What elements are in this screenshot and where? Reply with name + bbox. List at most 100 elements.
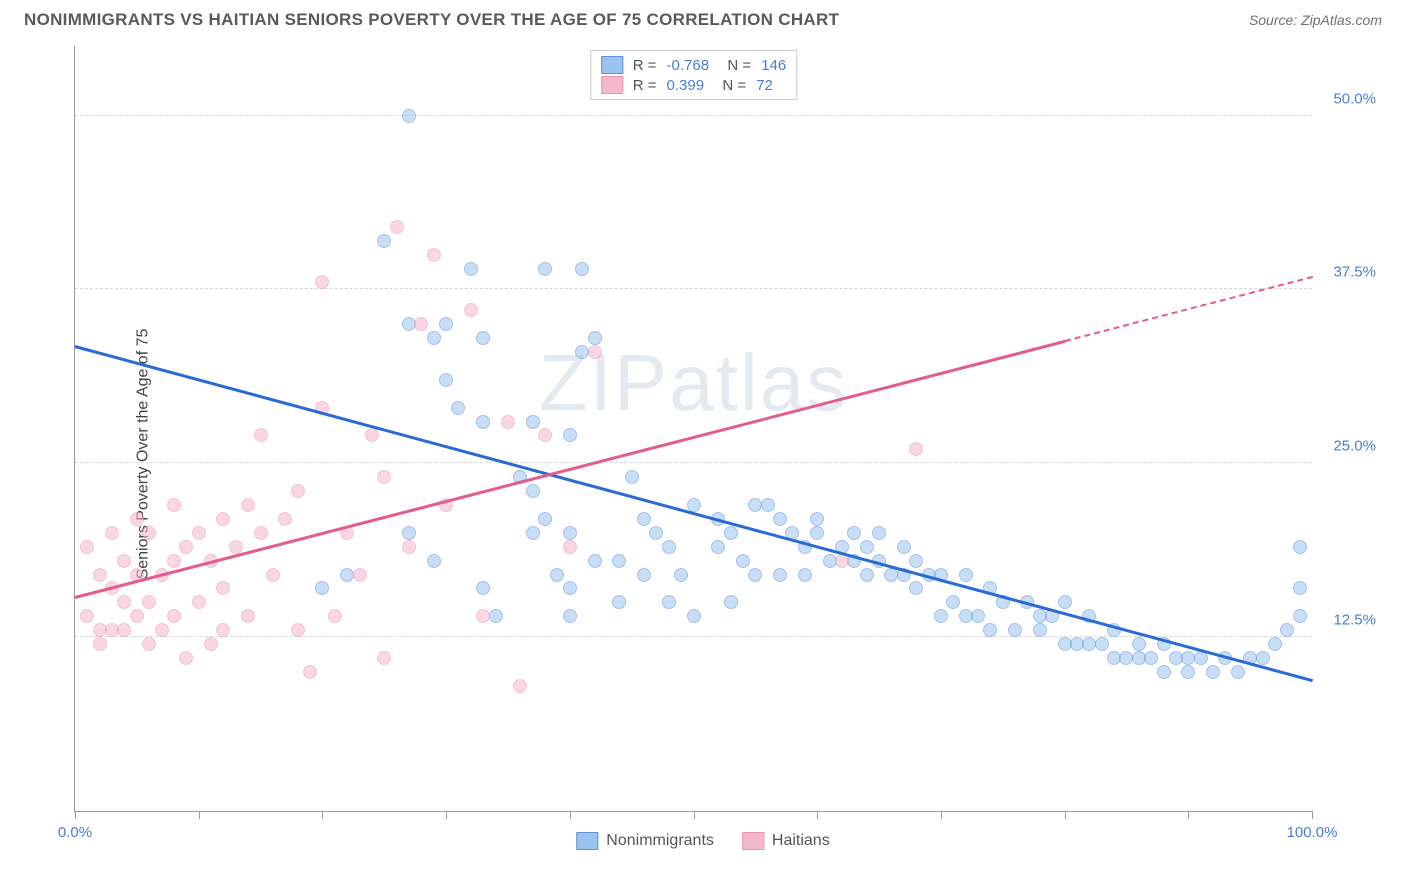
data-point (266, 568, 280, 582)
stat-r-label: R = (633, 57, 657, 74)
data-point (476, 609, 490, 623)
data-point (526, 526, 540, 540)
data-point (909, 554, 923, 568)
data-point (464, 303, 478, 317)
data-point (934, 609, 948, 623)
data-point (117, 595, 131, 609)
data-point (810, 512, 824, 526)
x-tick (322, 811, 323, 819)
stat-row: R = 0.399 N = 72 (601, 75, 786, 95)
correlation-stat-box: R = -0.768 N = 146R = 0.399 N = 72 (590, 50, 797, 100)
trend-line-dashed (1065, 276, 1313, 342)
data-point (897, 540, 911, 554)
legend: NonimmigrantsHaitians (576, 832, 829, 850)
data-point (612, 595, 626, 609)
legend-label: Nonimmigrants (606, 832, 714, 850)
data-point (724, 526, 738, 540)
data-point (588, 554, 602, 568)
data-point (315, 275, 329, 289)
data-point (773, 568, 787, 582)
gridline-h (75, 462, 1312, 463)
data-point (179, 651, 193, 665)
data-point (155, 623, 169, 637)
data-point (1058, 595, 1072, 609)
data-point (291, 623, 305, 637)
data-point (254, 428, 268, 442)
y-tick-label: 50.0% (1333, 90, 1376, 107)
data-point (142, 595, 156, 609)
data-point (439, 373, 453, 387)
data-point (761, 498, 775, 512)
stat-r-value: 0.399 (667, 77, 705, 94)
data-point (241, 609, 255, 623)
data-point (464, 262, 478, 276)
x-tick (446, 811, 447, 819)
data-point (93, 637, 107, 651)
x-tick (570, 811, 571, 819)
x-tick (1065, 811, 1066, 819)
data-point (105, 526, 119, 540)
data-point (946, 595, 960, 609)
data-point (204, 637, 218, 651)
data-point (971, 609, 985, 623)
legend-item: Nonimmigrants (576, 832, 714, 850)
data-point (377, 234, 391, 248)
data-point (130, 609, 144, 623)
data-point (167, 609, 181, 623)
data-point (1231, 665, 1245, 679)
data-point (1033, 623, 1047, 637)
data-point (526, 415, 540, 429)
data-point (563, 540, 577, 554)
plot-area: ZIPatlas 12.5%25.0%37.5%50.0%0.0%100.0%R… (74, 46, 1312, 812)
data-point (216, 623, 230, 637)
data-point (612, 554, 626, 568)
data-point (909, 442, 923, 456)
data-point (1181, 665, 1195, 679)
data-point (501, 415, 515, 429)
legend-swatch (576, 832, 598, 850)
y-tick-label: 37.5% (1333, 264, 1376, 281)
data-point (860, 540, 874, 554)
data-point (748, 568, 762, 582)
data-point (773, 512, 787, 526)
data-point (538, 512, 552, 526)
data-point (563, 581, 577, 595)
data-point (476, 331, 490, 345)
chart-title: NONIMMIGRANTS VS HAITIAN SENIORS POVERTY… (24, 10, 839, 30)
data-point (588, 345, 602, 359)
data-point (402, 540, 416, 554)
data-point (662, 595, 676, 609)
data-point (167, 554, 181, 568)
data-point (179, 540, 193, 554)
x-tick (199, 811, 200, 819)
data-point (550, 568, 564, 582)
data-point (192, 526, 206, 540)
data-point (1144, 651, 1158, 665)
data-point (241, 498, 255, 512)
data-point (377, 651, 391, 665)
x-tick (75, 811, 76, 819)
data-point (575, 262, 589, 276)
data-point (390, 220, 404, 234)
data-point (427, 248, 441, 262)
data-point (402, 526, 416, 540)
x-tick (694, 811, 695, 819)
data-point (1280, 623, 1294, 637)
data-point (588, 331, 602, 345)
data-point (1008, 623, 1022, 637)
data-point (1293, 609, 1307, 623)
x-tick (941, 811, 942, 819)
data-point (711, 540, 725, 554)
data-point (1095, 637, 1109, 651)
stat-n-label: N = (719, 57, 751, 74)
data-point (439, 317, 453, 331)
data-point (625, 470, 639, 484)
data-point (724, 595, 738, 609)
data-point (1268, 637, 1282, 651)
data-point (427, 554, 441, 568)
data-point (192, 595, 206, 609)
data-point (216, 512, 230, 526)
stat-row: R = -0.768 N = 146 (601, 55, 786, 75)
data-point (167, 498, 181, 512)
data-point (563, 428, 577, 442)
